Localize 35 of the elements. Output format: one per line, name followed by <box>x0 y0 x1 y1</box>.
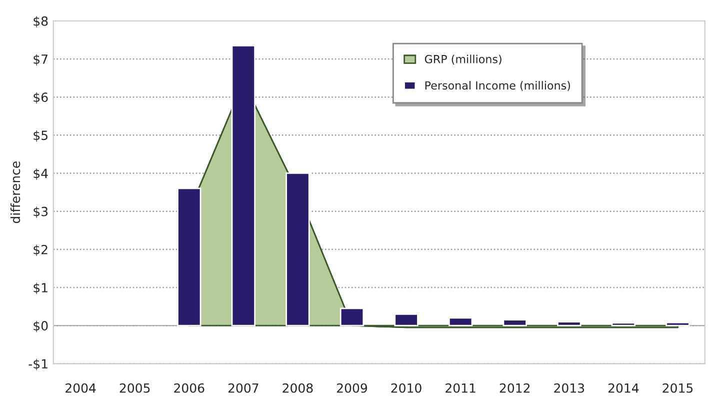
y-tick-label: -$1 <box>28 358 48 370</box>
y-axis-title: difference <box>10 161 20 224</box>
x-tick-label: 2015 <box>662 383 693 393</box>
x-tick-label: 2004 <box>66 383 96 393</box>
bar <box>557 321 582 326</box>
y-tick-label: $1 <box>34 282 48 294</box>
x-tick-label: 2007 <box>228 383 258 393</box>
x-tick-label: 2008 <box>282 383 313 393</box>
bar <box>340 308 364 326</box>
bar <box>394 313 418 326</box>
bar <box>666 322 690 326</box>
y-tick-label: $2 <box>34 244 48 256</box>
x-tick-label: 2009 <box>337 383 368 393</box>
y-tick-label: $0 <box>34 320 48 332</box>
x-tick-label: 2013 <box>554 383 584 393</box>
legend-label: GRP (millions) <box>424 54 502 65</box>
y-tick-label: $4 <box>34 168 48 180</box>
x-tick-label: 2006 <box>174 383 204 393</box>
legend-label: Personal Income (millions) <box>425 81 570 91</box>
x-tick-label: 2012 <box>500 383 530 393</box>
x-tick-label: 2014 <box>608 383 639 393</box>
x-tick-label: 2011 <box>446 383 476 393</box>
y-tick-label: $8 <box>34 16 48 28</box>
bar <box>231 44 256 326</box>
bar <box>611 322 636 326</box>
y-tick-label: $6 <box>34 92 48 104</box>
bar <box>502 319 527 326</box>
x-tick-label: 2010 <box>391 383 422 393</box>
y-tick-label: $5 <box>34 130 48 142</box>
y-tick-label: $3 <box>34 206 48 218</box>
bar <box>448 317 473 326</box>
bar <box>286 172 310 326</box>
bar <box>177 188 202 326</box>
y-tick-label: $7 <box>34 54 48 66</box>
x-tick-label: 2005 <box>120 383 150 393</box>
